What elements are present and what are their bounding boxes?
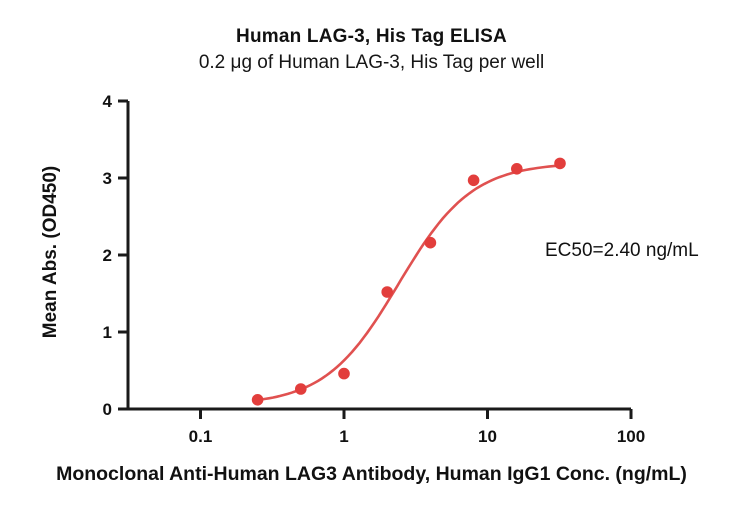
data-point [467,174,480,187]
data-point [251,394,264,406]
x-tick-label: 1 [339,427,348,446]
data-point [511,163,523,175]
x-tick-label: 0.1 [189,427,213,446]
y-tick-label: 2 [103,246,112,265]
data-point [295,383,307,395]
y-tick-label: 0 [103,400,112,419]
y-tick-label: 1 [103,323,112,342]
data-point [381,286,394,298]
chart-title: Human LAG-3, His Tag ELISA [236,26,507,47]
ec50-annotation: EC50=2.40 ng/mL [545,240,699,261]
y-tick-label: 3 [103,169,112,188]
x-tick-label: 100 [617,427,645,446]
chart-subtitle: 0.2 μg of Human LAG-3, His Tag per well [198,52,545,73]
data-point [424,236,437,249]
y-tick-label: 4 [103,92,113,111]
data-point [338,367,350,380]
x-tick-label: 10 [478,427,497,446]
x-axis-label: Monoclonal Anti-Human LAG3 Antibody, Hum… [56,463,687,485]
data-point [554,157,566,170]
fit-curve [256,164,562,402]
